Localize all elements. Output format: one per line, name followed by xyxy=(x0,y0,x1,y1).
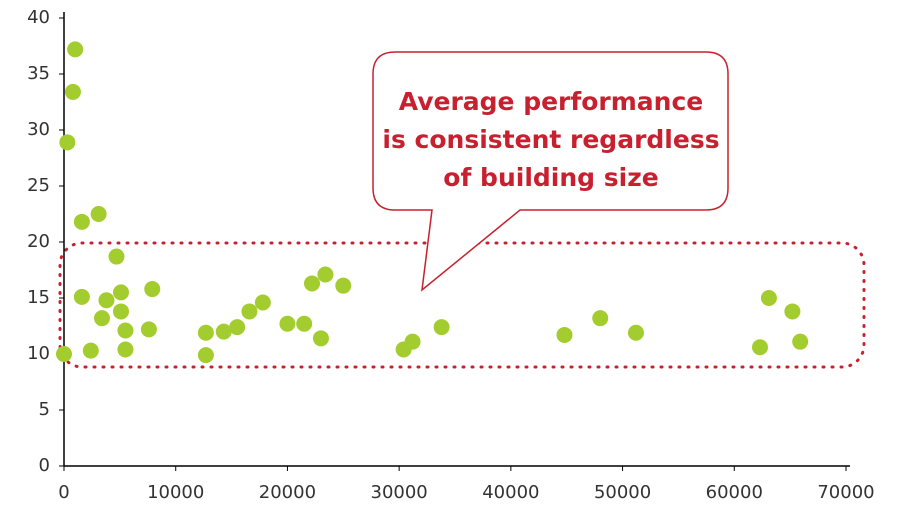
point xyxy=(90,206,107,222)
y-tick-label: 20 xyxy=(27,231,50,252)
point xyxy=(304,275,321,292)
x-tick-label: 70000 xyxy=(817,482,874,503)
point xyxy=(279,315,296,332)
y-tick-label: 5 xyxy=(39,399,50,420)
x-tick-label: 0 xyxy=(58,482,69,503)
y-tick-label: 30 xyxy=(27,119,50,140)
point xyxy=(112,303,129,320)
point xyxy=(404,333,421,350)
annotation: is consistent regardless xyxy=(382,125,719,154)
point xyxy=(312,330,329,347)
y-tick-label: 40 xyxy=(27,7,50,28)
y-tick-label: 10 xyxy=(27,343,50,364)
point xyxy=(67,41,84,58)
point xyxy=(627,324,644,341)
point xyxy=(108,248,125,265)
x-tick-label: 60000 xyxy=(706,482,763,503)
point xyxy=(117,341,134,358)
point xyxy=(335,277,352,294)
point xyxy=(140,321,157,338)
annotation: Average performance xyxy=(399,87,704,116)
x-tick-label: 10000 xyxy=(147,482,204,503)
point xyxy=(760,290,777,306)
y-tick-label: 35 xyxy=(27,63,50,84)
point xyxy=(112,284,129,301)
point xyxy=(197,324,214,341)
x-tick-label: 50000 xyxy=(594,482,651,503)
point xyxy=(144,281,161,298)
point xyxy=(215,323,232,340)
point xyxy=(56,346,72,362)
point xyxy=(64,83,81,100)
point xyxy=(73,288,90,305)
annotation: of building size xyxy=(443,163,658,192)
y-tick-label: 25 xyxy=(27,175,50,196)
point xyxy=(784,303,801,320)
x-tick-label: 30000 xyxy=(371,482,428,503)
point xyxy=(792,333,809,350)
y-tick-label: 0 xyxy=(39,455,50,476)
y-tick-label: 15 xyxy=(27,287,50,308)
point xyxy=(296,315,313,332)
point xyxy=(117,322,134,339)
point xyxy=(556,326,573,343)
point xyxy=(317,266,334,283)
point xyxy=(59,134,76,151)
point xyxy=(592,310,609,327)
point xyxy=(229,319,246,336)
point xyxy=(73,213,90,230)
point xyxy=(241,303,258,320)
point xyxy=(98,292,115,309)
x-tick-label: 20000 xyxy=(259,482,316,503)
point xyxy=(82,342,99,359)
point xyxy=(433,319,450,336)
point xyxy=(93,310,110,327)
x-tick-label: 40000 xyxy=(482,482,539,503)
point xyxy=(197,347,214,364)
callout xyxy=(372,51,729,292)
point xyxy=(751,339,768,356)
highlight-region xyxy=(58,241,866,369)
point xyxy=(254,294,271,311)
